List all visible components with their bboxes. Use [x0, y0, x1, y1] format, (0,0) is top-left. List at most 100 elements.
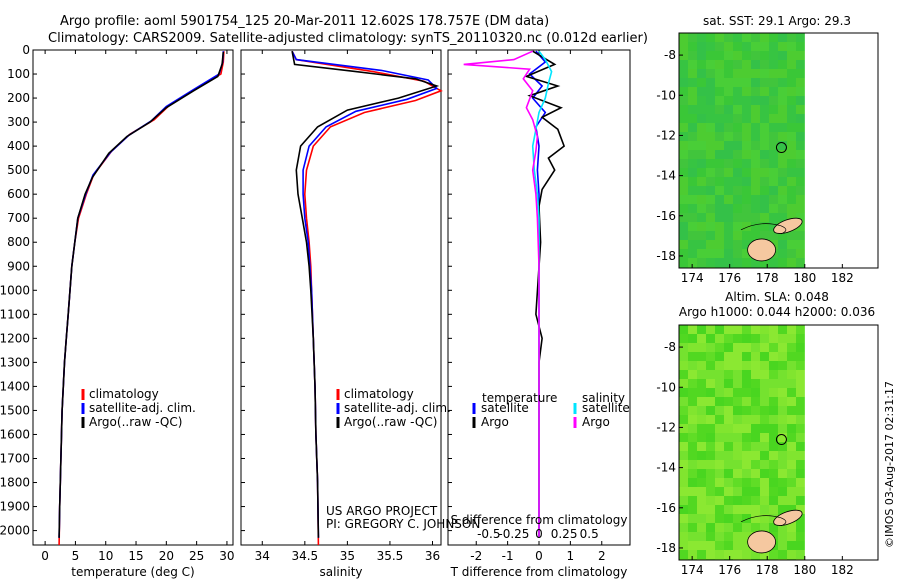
sla-map-field-cell: [760, 343, 769, 352]
sst-map-field-cell: [760, 204, 769, 213]
sst-map-field-cell: [751, 204, 760, 213]
sla-map-field-cell: [724, 325, 733, 334]
sst-map-field-cell: [742, 60, 751, 69]
salinity-legend-label: climatology: [344, 387, 414, 401]
sla-map-field-cell: [778, 541, 787, 550]
sst-map-field-cell: [679, 258, 688, 267]
sst-map-field-cell: [787, 150, 796, 159]
sst-map-field-cell: [688, 141, 697, 150]
sst-map-field-cell: [742, 213, 751, 222]
sst-map-field-cell: [760, 33, 769, 42]
sst-map-field-cell: [760, 42, 769, 51]
sla-map-field-cell: [787, 379, 796, 388]
difference-legend-label: Argo: [582, 415, 610, 429]
sst-map-field-cell: [724, 240, 733, 249]
sst-map-field-cell: [688, 87, 697, 96]
sst-map-field-cell: [787, 60, 796, 69]
sla-map-field-cell: [742, 433, 751, 442]
sla-map-field-cell: [715, 352, 724, 361]
sla-map-field-cell: [733, 406, 742, 415]
sst-map-field-cell: [724, 231, 733, 240]
sla-map-field-cell: [778, 451, 787, 460]
sla-map-field-cell: [769, 415, 778, 424]
sst-map-field-cell: [778, 186, 787, 195]
sla-map-field-cell: [697, 370, 706, 379]
sst-map-field-cell: [751, 159, 760, 168]
sla-map-field-cell: [733, 460, 742, 469]
sst-map-field-cell: [724, 51, 733, 60]
sla-map-field-cell: [796, 325, 805, 334]
sst-map-field-cell: [787, 132, 796, 141]
temperature-ytick-label: 600: [7, 187, 30, 201]
temperature-xtick-label: 20: [159, 549, 174, 563]
sla-map-field-cell: [796, 442, 805, 451]
difference-xtick-label: -2: [470, 549, 482, 563]
sst-map-field-cell: [715, 78, 724, 87]
sla-map-field-cell: [697, 424, 706, 433]
sst-map-field-cell: [778, 60, 787, 69]
sla-map-field-cell: [706, 550, 715, 559]
sst-map-field-cell: [733, 168, 742, 177]
sla-map-field-cell: [787, 424, 796, 433]
sst-map-field-cell: [751, 123, 760, 132]
sla-map-field-cell: [697, 496, 706, 505]
sla-map-field-cell: [760, 487, 769, 496]
sla-map-field-cell: [751, 343, 760, 352]
sla-map-field-cell: [715, 460, 724, 469]
sla-map-field-cell: [679, 451, 688, 460]
sst-map-field-cell: [769, 168, 778, 177]
sla-map-field-cell: [796, 433, 805, 442]
sst-map-field-cell: [769, 123, 778, 132]
sst-map-field-cell: [769, 69, 778, 78]
sst-map-field-cell: [751, 213, 760, 222]
sla-map-field-cell: [760, 514, 769, 523]
sla-map-field-cell: [751, 460, 760, 469]
sla-map-field-cell: [706, 415, 715, 424]
sst-map-field-cell: [688, 240, 697, 249]
sst-map-field-cell: [760, 141, 769, 150]
sst-map-field-cell: [697, 96, 706, 105]
sst-map-field-cell: [778, 249, 787, 258]
sla-map-field-cell: [751, 442, 760, 451]
temperature-ytick-label: 500: [7, 163, 30, 177]
sst-map-field-cell: [778, 33, 787, 42]
sla-map-field-cell: [697, 505, 706, 514]
sst-map-field-cell: [769, 204, 778, 213]
sla-map-field-cell: [715, 325, 724, 334]
sst-map-field-cell: [742, 42, 751, 51]
sst-map-field-cell: [733, 195, 742, 204]
sst-map-field-cell: [787, 78, 796, 87]
sla-map-field-cell: [688, 397, 697, 406]
sst-map-field-cell: [697, 168, 706, 177]
sst-map-field-cell: [778, 177, 787, 186]
sla-map-field-cell: [706, 469, 715, 478]
sla-map-field-cell: [715, 442, 724, 451]
sla-map-field-cell: [742, 487, 751, 496]
sla-map-field-cell: [769, 424, 778, 433]
sst-map-field-cell: [742, 114, 751, 123]
sla-map-field-cell: [769, 352, 778, 361]
sla-map-field-cell: [751, 397, 760, 406]
sla-map-field-cell: [742, 532, 751, 541]
sla-map-field-cell: [715, 361, 724, 370]
sst-map-field-cell: [751, 177, 760, 186]
sla-map-field-cell: [715, 424, 724, 433]
difference-legend-label: satellite: [481, 401, 529, 415]
sla-map-field-cell: [751, 388, 760, 397]
sla-map-field-cell: [760, 397, 769, 406]
sst-map-field-cell: [733, 33, 742, 42]
sst-map-field-cell: [697, 132, 706, 141]
sla-map-field-cell: [724, 469, 733, 478]
sst-map-field-cell: [751, 87, 760, 96]
temperature-xtick-label: 15: [128, 549, 143, 563]
sla-map-field-cell: [751, 424, 760, 433]
sst-map-field-cell: [796, 186, 805, 195]
sst-map-field-cell: [769, 258, 778, 267]
sla-map-field-cell: [697, 325, 706, 334]
pi-label: PI: GREGORY C. JOHNSON: [326, 517, 480, 531]
sst-map-field-cell: [697, 141, 706, 150]
sla-map-field-cell: [724, 334, 733, 343]
header-line-2: Climatology: CARS2009. Satellite-adjuste…: [48, 31, 648, 46]
sst-map-field-cell: [778, 258, 787, 267]
sst-map-title: sat. SST: 29.1 Argo: 29.3: [703, 14, 851, 28]
